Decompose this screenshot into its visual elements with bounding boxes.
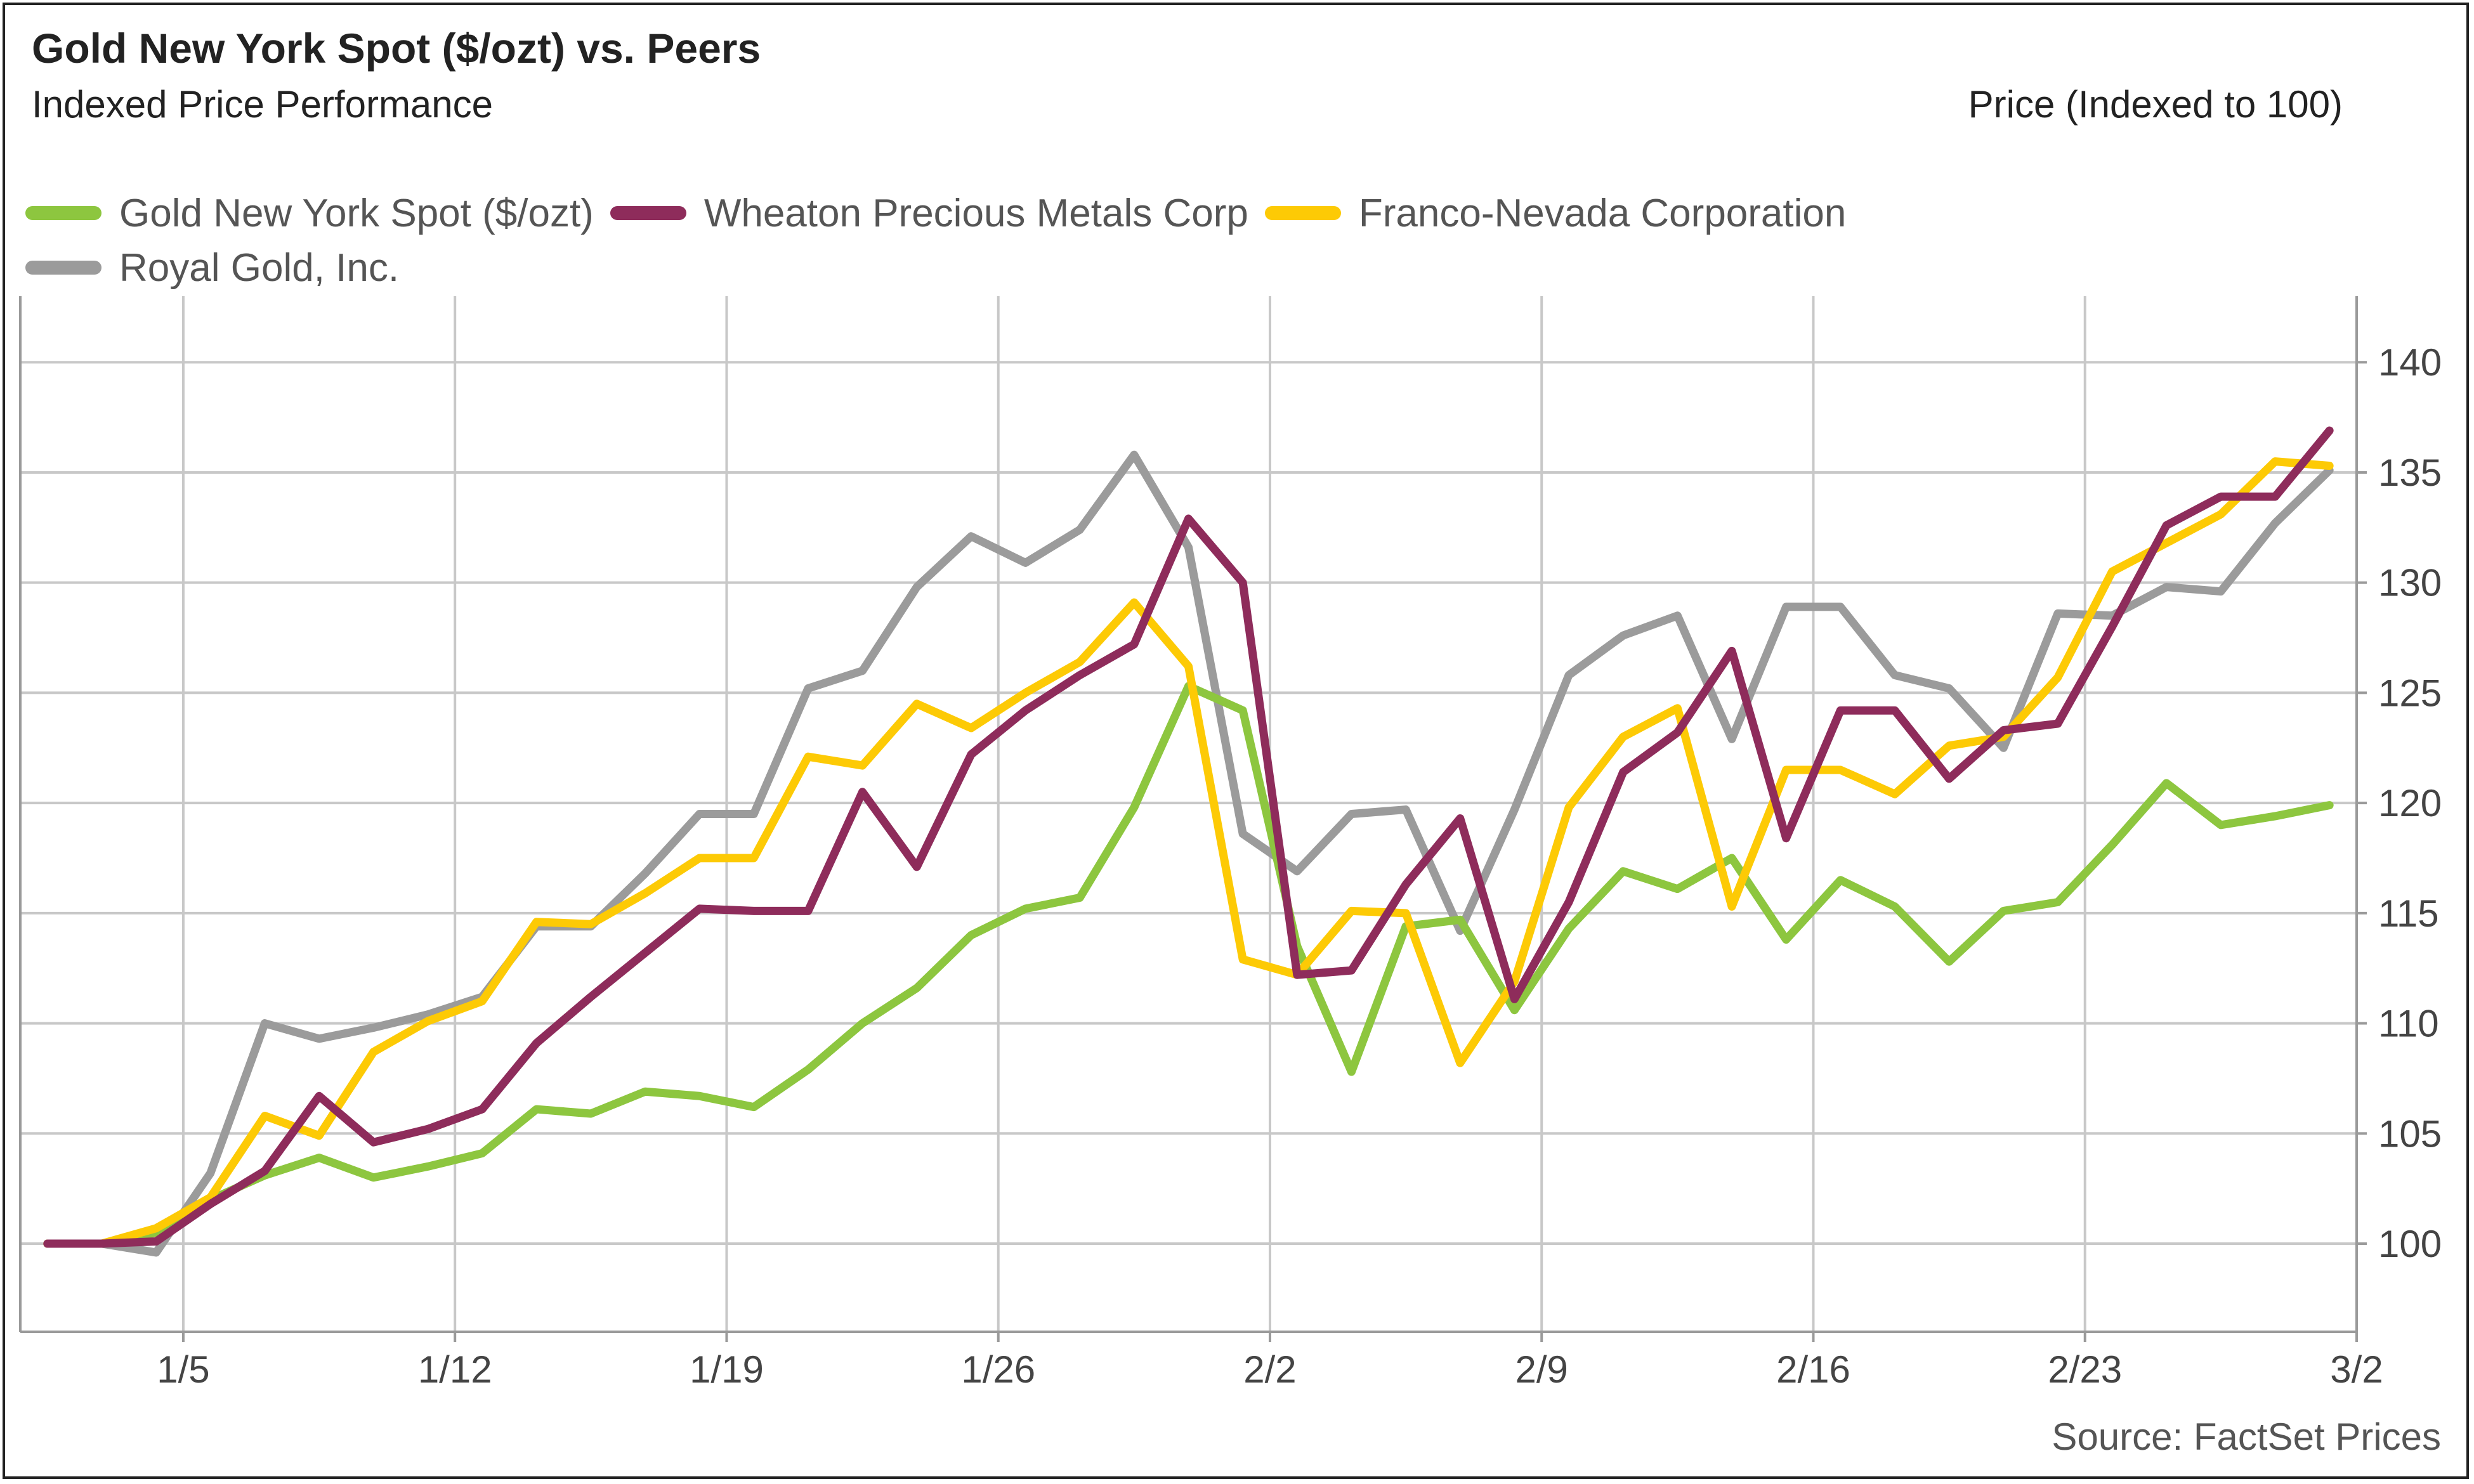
x-tick-label-2/9: 2/9 bbox=[1515, 1348, 1568, 1391]
legend-label-gold: Gold New York Spot ($/ozt) bbox=[119, 191, 594, 235]
series-line-wheaton bbox=[43, 426, 2334, 1248]
series-line-franco-nevada bbox=[43, 457, 2334, 1248]
x-tick-label-2/16: 2/16 bbox=[1776, 1348, 1850, 1391]
label-layer: 100 105 110 115 120 125 130 135 140 1/5 1/12 1/19 1/… bbox=[157, 341, 2442, 1391]
x-tick-label-1/5: 1/5 bbox=[157, 1348, 209, 1391]
legend-swatch-wheaton bbox=[610, 206, 686, 220]
y-tick-label-130: 130 bbox=[2378, 562, 2442, 604]
x-tick-label-2/23: 2/23 bbox=[2048, 1348, 2122, 1391]
legend-label-royal-gold: Royal Gold, Inc. bbox=[119, 245, 400, 290]
legend-item-wheaton[interactable]: Wheaton Precious Metals Corp bbox=[610, 190, 1248, 236]
x-tick-label-1/19: 1/19 bbox=[690, 1348, 764, 1391]
x-tick-label-3/2: 3/2 bbox=[2330, 1348, 2383, 1391]
legend-swatch-royal-gold bbox=[25, 261, 101, 275]
chart-frame bbox=[3, 3, 2469, 1479]
legend-label-wheaton: Wheaton Precious Metals Corp bbox=[704, 191, 1248, 235]
legend-item-royal-gold[interactable]: Royal Gold, Inc. bbox=[25, 245, 399, 290]
y-tick-label-140: 140 bbox=[2378, 341, 2442, 384]
legend: Gold New York Spot ($/ozt) Wheaton Preci… bbox=[25, 190, 2055, 290]
legend-label-franco-nevada: Franco-Nevada Corporation bbox=[1358, 191, 1847, 235]
y-tick-label-135: 135 bbox=[2378, 452, 2442, 494]
legend-item-gold[interactable]: Gold New York Spot ($/ozt) bbox=[25, 190, 594, 236]
x-tick-label-1/12: 1/12 bbox=[418, 1348, 492, 1391]
legend-swatch-franco-nevada bbox=[1264, 206, 1341, 220]
series-line-gold bbox=[43, 682, 2334, 1248]
y-tick-label-115: 115 bbox=[2378, 892, 2439, 935]
legend-item-franco-nevada[interactable]: Franco-Nevada Corporation bbox=[1264, 190, 1847, 236]
x-tick-label-2/2: 2/2 bbox=[1243, 1348, 1296, 1391]
chart-subtitle: Indexed Price Performance bbox=[32, 83, 494, 126]
y-tick-label-100: 100 bbox=[2378, 1223, 2442, 1265]
legend-swatch-gold bbox=[25, 206, 101, 220]
y-tick-label-120: 120 bbox=[2378, 782, 2442, 824]
y-axis-title: Price (Indexed to 100) bbox=[1968, 83, 2343, 126]
series-line-royal-gold bbox=[43, 450, 2334, 1257]
y-tick-label-105: 105 bbox=[2378, 1112, 2442, 1155]
source-note: Source: FactSet Prices bbox=[2052, 1416, 2441, 1458]
x-tick-label-1/26: 1/26 bbox=[961, 1348, 1035, 1391]
chart-title: Gold New York Spot ($/ozt) vs. Peers bbox=[32, 25, 761, 72]
y-tick-label-125: 125 bbox=[2378, 672, 2442, 714]
axis-layer bbox=[19, 296, 2367, 1342]
series-layer bbox=[43, 426, 2334, 1257]
y-tick-label-110: 110 bbox=[2378, 1003, 2439, 1045]
